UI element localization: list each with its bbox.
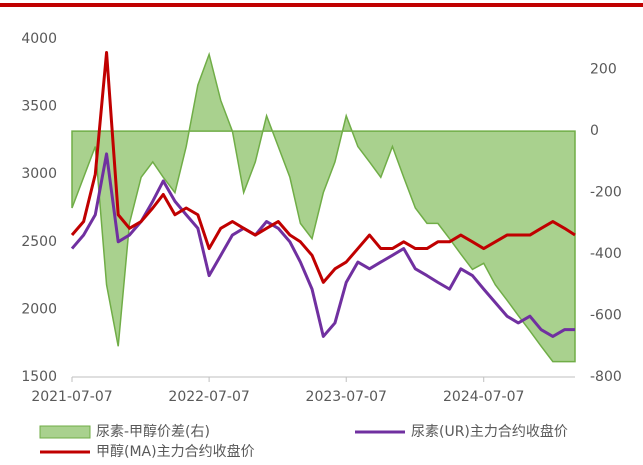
line <box>70 51 576 284</box>
legend-label: 尿素(UR)主力合约收盘价 <box>411 423 568 440</box>
y2-tick-label: 0 <box>590 123 599 139</box>
x-tick-label: 2021-07-07 <box>31 389 112 405</box>
y2-tick-label: -200 <box>590 185 622 201</box>
x-tick-label: 2023-07-07 <box>306 389 387 405</box>
y2-tick-label: 200 <box>590 62 617 78</box>
y-tick-label: 2500 <box>21 234 57 250</box>
y2-tick-label: -600 <box>590 308 622 324</box>
area <box>71 51 576 363</box>
legend-label: 甲醇(MA)主力合约收盘价 <box>96 443 255 460</box>
top-band <box>0 3 643 7</box>
line <box>70 152 575 338</box>
y-tick-label: 3000 <box>21 166 57 182</box>
legend-swatch <box>39 425 91 439</box>
y-tick-label: 3500 <box>21 99 57 115</box>
y2-tick-label: -400 <box>590 246 622 262</box>
y2-tick-label: -800 <box>590 369 622 385</box>
x-tick-label: 2024-07-07 <box>443 389 524 405</box>
legend-label: 尿素-甲醇价差(右) <box>96 423 210 440</box>
y-tick-label: 4000 <box>21 31 57 47</box>
x-tick-label: 2022-07-07 <box>168 389 249 405</box>
y-tick-label: 2000 <box>21 301 57 317</box>
y-tick-label: 1500 <box>21 369 57 385</box>
